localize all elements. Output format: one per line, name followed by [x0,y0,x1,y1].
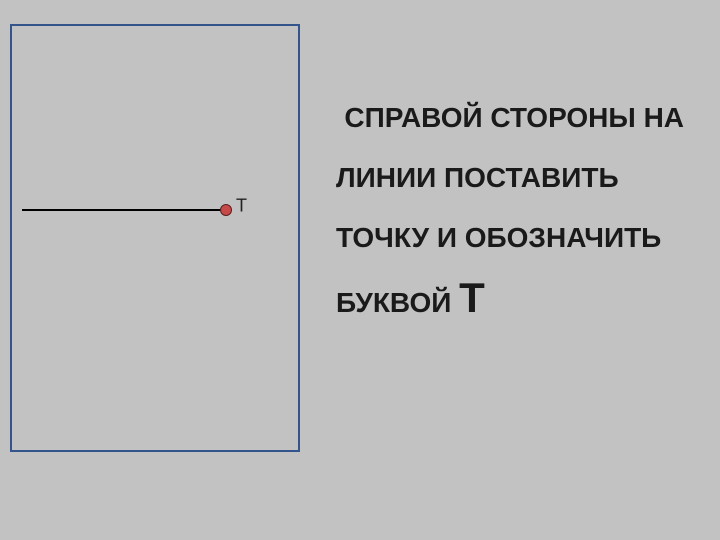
instruction-line-3: ТОЧКУ И ОБОЗНАЧИТЬ [336,220,706,255]
instruction-text: СПРАВОЙ СТОРОНЫ НА ЛИНИИ ПОСТАВИТЬ ТОЧКУ… [336,100,706,325]
instruction-letter: Т [459,274,485,321]
instruction-line-4-prefix: БУКВОЙ [336,287,459,318]
endpoint-dot-label: Т [236,196,247,217]
instruction-line-4: БУКВОЙ Т [336,272,706,325]
instruction-line-2: ЛИНИИ ПОСТАВИТЬ [336,160,706,195]
drawing-panel [10,24,300,452]
endpoint-dot [220,204,232,216]
instruction-line-1: СПРАВОЙ СТОРОНЫ НА [336,100,706,135]
horizontal-line [22,209,226,211]
